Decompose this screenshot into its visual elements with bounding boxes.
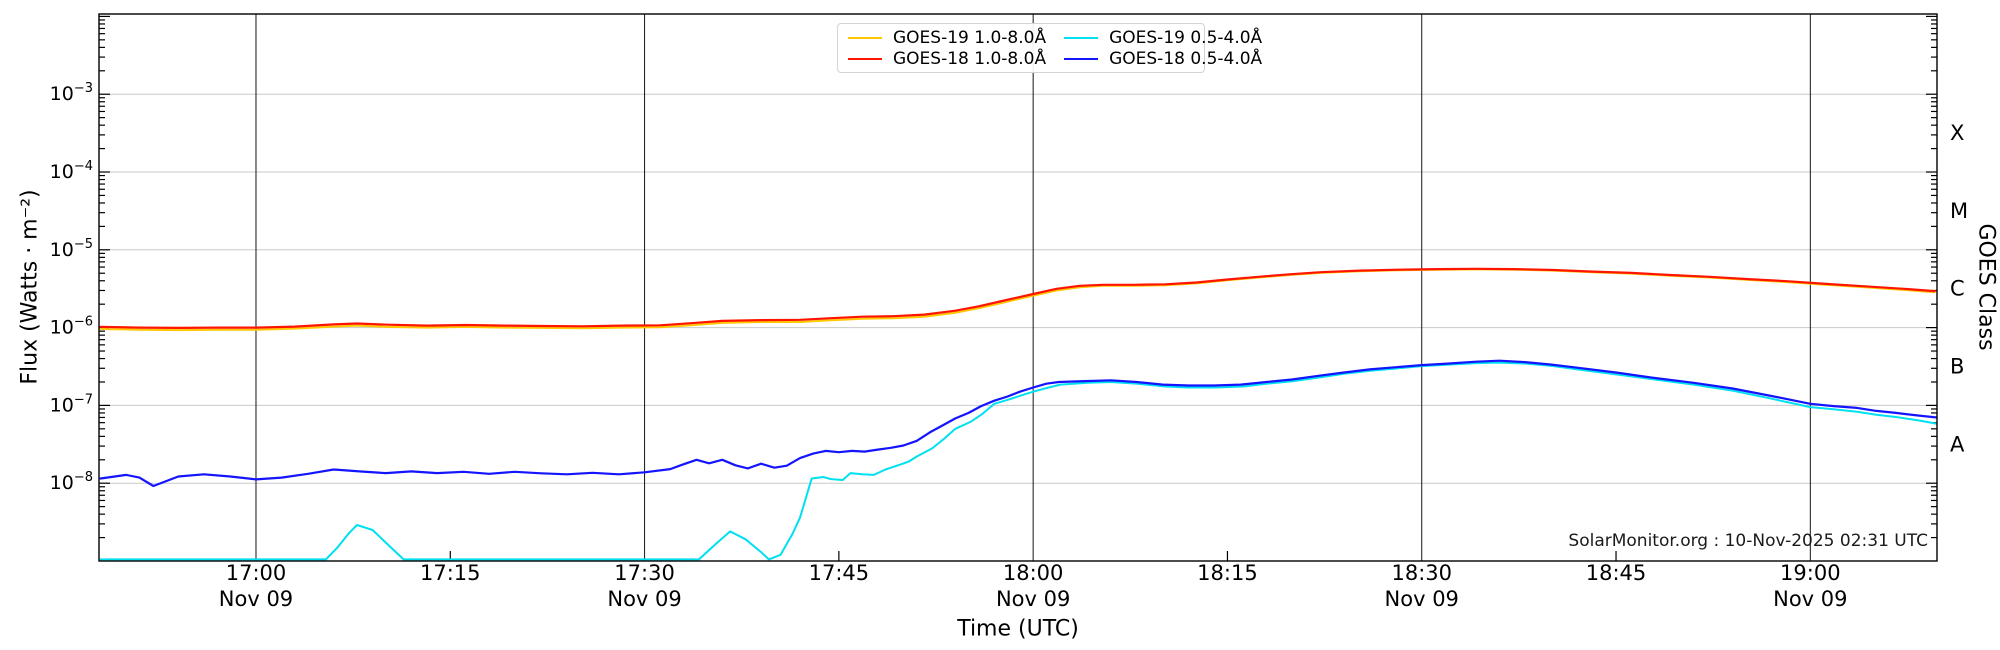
x-tick-label: 18:45 (1586, 561, 1647, 585)
x-tick-date-label: Nov 09 (996, 587, 1070, 611)
x-tick-date-label: Nov 09 (1385, 587, 1459, 611)
x-tick-label: 19:00 (1780, 561, 1841, 585)
legend-label: GOES-19 1.0-8.0Å (893, 27, 1047, 48)
x-tick-label: 18:30 (1391, 561, 1452, 585)
right-axis-title: GOES Class (1973, 223, 1999, 351)
goes-class-letter: C (1950, 277, 1965, 301)
goes19-long-line-swatch (848, 36, 882, 39)
legend-item-goes18-short: GOES-18 0.5-4.0Å (1064, 48, 1262, 69)
x-tick-label: 17:45 (809, 561, 870, 585)
goes-class-letter: M (1950, 199, 1968, 223)
y-tick-label: 10−5 (50, 237, 93, 261)
series-line-3 (99, 359, 1937, 488)
y-tick-label: 10−6 (50, 315, 93, 339)
data-series (99, 267, 1937, 561)
series-line-0 (99, 268, 1936, 332)
goes19-short-line-swatch (1064, 36, 1099, 39)
gridlines (99, 14, 1937, 561)
x-tick-label: 17:00 (226, 561, 287, 585)
x-tick-date-label: Nov 09 (607, 587, 681, 611)
x-tick-label: 17:15 (420, 561, 481, 585)
legend-label: GOES-18 1.0-8.0Å (893, 48, 1047, 69)
y-tick-label: 10−4 (50, 159, 93, 183)
axis-ticks (99, 15, 1937, 561)
x-tick-label: 18:15 (1197, 561, 1258, 585)
x-tick-date-label: Nov 09 (1773, 587, 1847, 611)
source-timestamp-annotation: SolarMonitor.org : 10-Nov-2025 02:31 UTC (1568, 531, 1928, 551)
y-axis-title: Flux (Watts · m⁻²) (17, 189, 43, 385)
y-tick-label: 10−7 (50, 392, 93, 416)
legend-item-goes19-long: GOES-19 1.0-8.0Å (848, 27, 1046, 48)
goes-class-letter: B (1950, 355, 1964, 379)
y-tick-label: 10−8 (50, 470, 93, 494)
x-tick-label: 17:30 (614, 561, 675, 585)
x-tick-label: 18:00 (1003, 561, 1064, 585)
legend: GOES-19 1.0-8.0Å GOES-18 1.0-8.0Å GOES-1… (837, 23, 1262, 73)
goes18-short-line-swatch (1064, 57, 1099, 60)
legend-label: GOES-18 0.5-4.0Å (1109, 48, 1263, 69)
legend-label: GOES-19 0.5-4.0Å (1109, 27, 1263, 48)
plot-frame (98, 13, 1938, 562)
series-line-2 (99, 361, 1937, 561)
x-tick-date-label: Nov 09 (219, 587, 293, 611)
goes18-long-line-swatch (848, 57, 882, 60)
series-line-1 (99, 267, 1936, 329)
goes-class-letter: A (1950, 432, 1965, 456)
goes-class-letter: X (1950, 121, 1964, 145)
legend-item-goes19-short: GOES-19 0.5-4.0Å (1064, 27, 1262, 48)
y-tick-label: 10−3 (50, 81, 93, 105)
legend-item-goes18-long: GOES-18 1.0-8.0Å (848, 48, 1046, 69)
x-axis-title: Time (UTC) (957, 616, 1079, 642)
